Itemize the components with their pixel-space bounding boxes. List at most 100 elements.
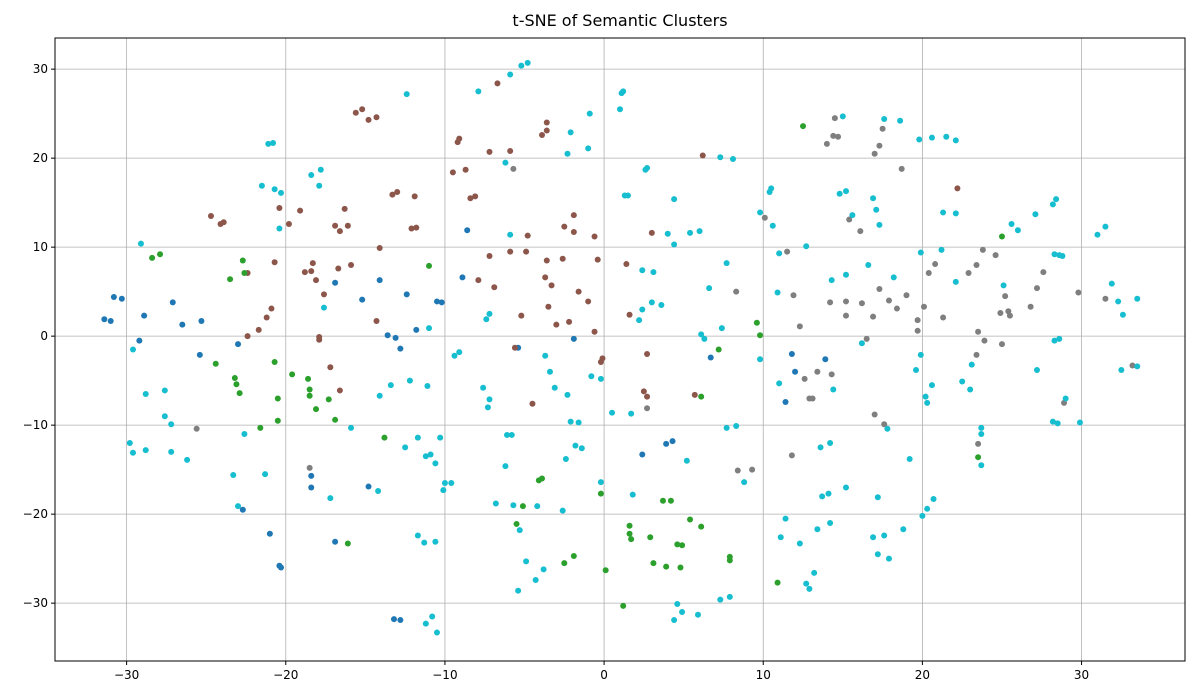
data-point (671, 241, 678, 248)
data-point (597, 490, 604, 497)
data-point (814, 368, 821, 375)
series-4 (126, 59, 1141, 636)
data-point (930, 496, 937, 503)
data-point (263, 314, 270, 321)
data-point (270, 140, 277, 147)
data-point (669, 438, 676, 445)
data-point (975, 440, 982, 447)
data-point (486, 253, 493, 260)
data-point (179, 321, 186, 328)
data-point (671, 617, 678, 624)
data-point (823, 140, 830, 147)
data-point (885, 555, 892, 562)
data-point (588, 373, 595, 380)
data-point (276, 204, 283, 211)
data-point (881, 532, 888, 539)
data-point (462, 166, 469, 173)
data-point (979, 246, 986, 253)
data-point (1134, 295, 1141, 302)
data-point (819, 493, 826, 500)
y-tick-label: −10 (23, 418, 48, 432)
data-point (617, 106, 623, 113)
data-point (1040, 269, 1047, 276)
data-point (671, 196, 678, 203)
data-point (161, 387, 168, 394)
data-point (335, 265, 342, 272)
data-point (876, 285, 883, 292)
data-point (623, 261, 630, 268)
data-point (885, 297, 892, 304)
data-point (1032, 211, 1039, 218)
data-point (149, 254, 156, 261)
y-tick-label: 30 (33, 62, 48, 76)
data-point (432, 538, 439, 545)
data-point (564, 150, 571, 157)
data-point (757, 356, 764, 363)
data-point (336, 228, 343, 235)
data-point (212, 360, 219, 367)
data-point (523, 558, 530, 565)
data-point (997, 310, 1004, 317)
data-point (1051, 251, 1058, 258)
data-point (276, 225, 283, 232)
data-point (919, 512, 926, 519)
data-point (508, 431, 515, 438)
data-point (391, 616, 397, 623)
data-point (101, 316, 108, 323)
data-point (626, 522, 633, 529)
data-point (551, 384, 558, 391)
data-point (511, 344, 518, 351)
x-tick-label: 30 (1074, 668, 1089, 682)
data-point (782, 399, 789, 406)
data-point (898, 165, 905, 172)
data-point (241, 431, 248, 438)
data-point (309, 260, 316, 267)
data-point (843, 298, 849, 305)
data-point (271, 259, 278, 266)
data-point (332, 416, 339, 423)
data-point (348, 261, 355, 268)
data-points (101, 59, 1141, 636)
data-point (403, 291, 410, 298)
data-point (734, 467, 741, 474)
data-point (559, 255, 566, 262)
data-point (524, 232, 531, 239)
data-point (161, 413, 168, 420)
data-point (843, 484, 849, 491)
data-point (881, 115, 888, 122)
data-point (730, 156, 736, 163)
data-point (924, 505, 931, 512)
data-point (534, 503, 541, 510)
plot-area-frame (54, 37, 1186, 662)
data-point (978, 431, 985, 438)
data-point (373, 114, 380, 121)
data-point (255, 326, 262, 333)
data-point (803, 243, 810, 250)
data-point (332, 222, 339, 229)
data-point (486, 310, 493, 317)
y-tick-label: 0 (40, 329, 48, 343)
data-point (539, 132, 546, 139)
data-point (429, 613, 436, 620)
data-point (774, 289, 781, 296)
data-point (776, 380, 783, 387)
data-point (870, 313, 877, 320)
data-point (274, 395, 281, 402)
data-point (644, 350, 651, 357)
data-point (1062, 395, 1069, 402)
data-point (836, 190, 843, 197)
data-point (575, 419, 582, 426)
data-point (507, 71, 514, 78)
data-point (327, 364, 334, 371)
data-point (268, 305, 275, 312)
data-point (137, 240, 144, 247)
data-point (828, 277, 835, 284)
data-point (769, 222, 776, 229)
data-point (893, 305, 900, 312)
data-point (586, 110, 593, 117)
data-point (639, 267, 646, 274)
data-point (348, 424, 355, 431)
data-point (141, 312, 148, 319)
data-point (344, 540, 351, 547)
